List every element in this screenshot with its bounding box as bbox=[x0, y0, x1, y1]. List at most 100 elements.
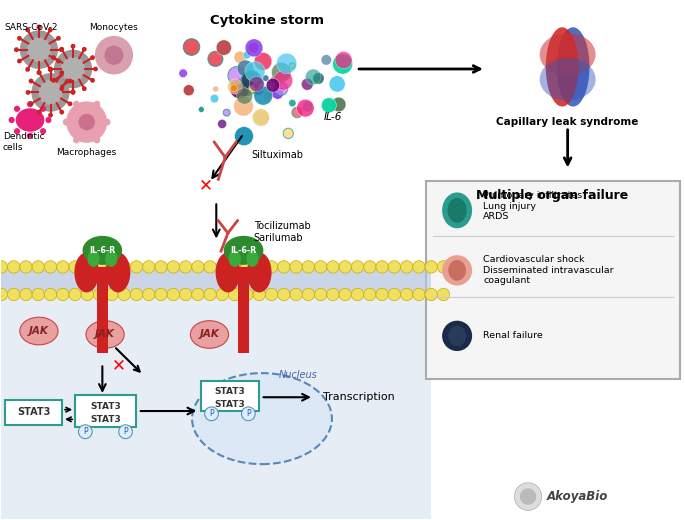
Bar bbox=[75, 395, 136, 427]
Circle shape bbox=[302, 288, 314, 301]
Circle shape bbox=[82, 288, 93, 301]
Circle shape bbox=[0, 288, 8, 301]
Circle shape bbox=[14, 128, 20, 134]
Text: Cytokine storm: Cytokine storm bbox=[210, 14, 325, 27]
Circle shape bbox=[54, 50, 92, 88]
Circle shape bbox=[48, 67, 53, 71]
Ellipse shape bbox=[88, 251, 99, 266]
Circle shape bbox=[210, 94, 219, 103]
Circle shape bbox=[184, 38, 200, 55]
Ellipse shape bbox=[448, 260, 466, 281]
Circle shape bbox=[388, 288, 401, 301]
Text: Tocilizumab
Sarilumab: Tocilizumab Sarilumab bbox=[254, 221, 310, 242]
Ellipse shape bbox=[75, 252, 99, 292]
Text: JAK: JAK bbox=[29, 326, 49, 336]
Circle shape bbox=[401, 261, 413, 273]
Circle shape bbox=[289, 99, 296, 107]
Circle shape bbox=[104, 46, 123, 65]
Circle shape bbox=[283, 128, 293, 138]
Circle shape bbox=[339, 261, 351, 273]
Text: SARS-CoV-2: SARS-CoV-2 bbox=[5, 23, 58, 32]
Ellipse shape bbox=[86, 321, 124, 348]
Text: ✕: ✕ bbox=[112, 357, 125, 374]
Circle shape bbox=[103, 119, 110, 125]
Circle shape bbox=[38, 80, 63, 105]
Circle shape bbox=[179, 288, 192, 301]
Text: STAT3: STAT3 bbox=[214, 400, 245, 409]
Circle shape bbox=[271, 76, 277, 83]
Circle shape bbox=[230, 79, 250, 99]
Circle shape bbox=[192, 288, 204, 301]
Text: Pulmonary infiltrates
Lung injury
ARDS: Pulmonary infiltrates Lung injury ARDS bbox=[483, 191, 582, 221]
Circle shape bbox=[230, 85, 237, 92]
Ellipse shape bbox=[84, 237, 121, 264]
Text: IL-6-R: IL-6-R bbox=[230, 246, 257, 255]
Ellipse shape bbox=[20, 317, 58, 345]
Circle shape bbox=[364, 261, 376, 273]
Circle shape bbox=[242, 407, 256, 421]
Circle shape bbox=[32, 288, 45, 301]
Circle shape bbox=[253, 82, 260, 89]
Circle shape bbox=[130, 261, 142, 273]
Circle shape bbox=[32, 261, 45, 273]
Circle shape bbox=[245, 39, 263, 57]
Circle shape bbox=[17, 59, 22, 63]
Circle shape bbox=[241, 261, 253, 273]
Circle shape bbox=[273, 71, 292, 90]
Circle shape bbox=[302, 101, 313, 112]
Circle shape bbox=[20, 261, 32, 273]
Circle shape bbox=[27, 133, 33, 139]
Circle shape bbox=[63, 119, 70, 125]
Circle shape bbox=[332, 97, 346, 112]
Ellipse shape bbox=[192, 373, 332, 464]
Circle shape bbox=[68, 101, 73, 106]
Circle shape bbox=[61, 57, 86, 82]
Text: JAK: JAK bbox=[199, 330, 219, 340]
Circle shape bbox=[388, 261, 401, 273]
Ellipse shape bbox=[190, 321, 229, 348]
Circle shape bbox=[155, 288, 167, 301]
Circle shape bbox=[69, 261, 82, 273]
Circle shape bbox=[118, 261, 130, 273]
Circle shape bbox=[167, 288, 179, 301]
Circle shape bbox=[437, 261, 449, 273]
Circle shape bbox=[8, 288, 20, 301]
Circle shape bbox=[289, 63, 295, 69]
Circle shape bbox=[73, 137, 80, 144]
Text: Nucleus: Nucleus bbox=[279, 370, 318, 380]
Circle shape bbox=[376, 288, 388, 301]
Circle shape bbox=[0, 261, 8, 273]
Circle shape bbox=[249, 76, 264, 92]
Circle shape bbox=[339, 288, 351, 301]
Circle shape bbox=[229, 288, 241, 301]
Circle shape bbox=[25, 67, 30, 72]
Bar bbox=[97, 267, 108, 353]
Text: Multiple organ failure: Multiple organ failure bbox=[477, 189, 629, 202]
Circle shape bbox=[277, 288, 290, 301]
Circle shape bbox=[82, 261, 93, 273]
Ellipse shape bbox=[442, 255, 472, 285]
Circle shape bbox=[73, 101, 80, 108]
Circle shape bbox=[60, 86, 64, 91]
Circle shape bbox=[245, 61, 265, 82]
Circle shape bbox=[229, 261, 241, 273]
Text: STAT3: STAT3 bbox=[90, 402, 121, 411]
Circle shape bbox=[213, 86, 219, 92]
Text: IL-6: IL-6 bbox=[323, 112, 342, 122]
Circle shape bbox=[216, 40, 232, 55]
Circle shape bbox=[167, 261, 179, 273]
Circle shape bbox=[520, 488, 536, 505]
Circle shape bbox=[93, 261, 105, 273]
Text: Siltuximab: Siltuximab bbox=[251, 150, 303, 160]
Ellipse shape bbox=[546, 27, 579, 107]
Circle shape bbox=[179, 261, 192, 273]
Circle shape bbox=[254, 53, 272, 70]
Ellipse shape bbox=[448, 326, 466, 346]
Circle shape bbox=[249, 76, 264, 91]
Text: STAT3: STAT3 bbox=[16, 407, 50, 418]
Circle shape bbox=[335, 51, 352, 69]
Ellipse shape bbox=[447, 198, 466, 223]
Text: Macrophages: Macrophages bbox=[57, 148, 116, 157]
Ellipse shape bbox=[16, 108, 45, 132]
Circle shape bbox=[253, 84, 264, 95]
